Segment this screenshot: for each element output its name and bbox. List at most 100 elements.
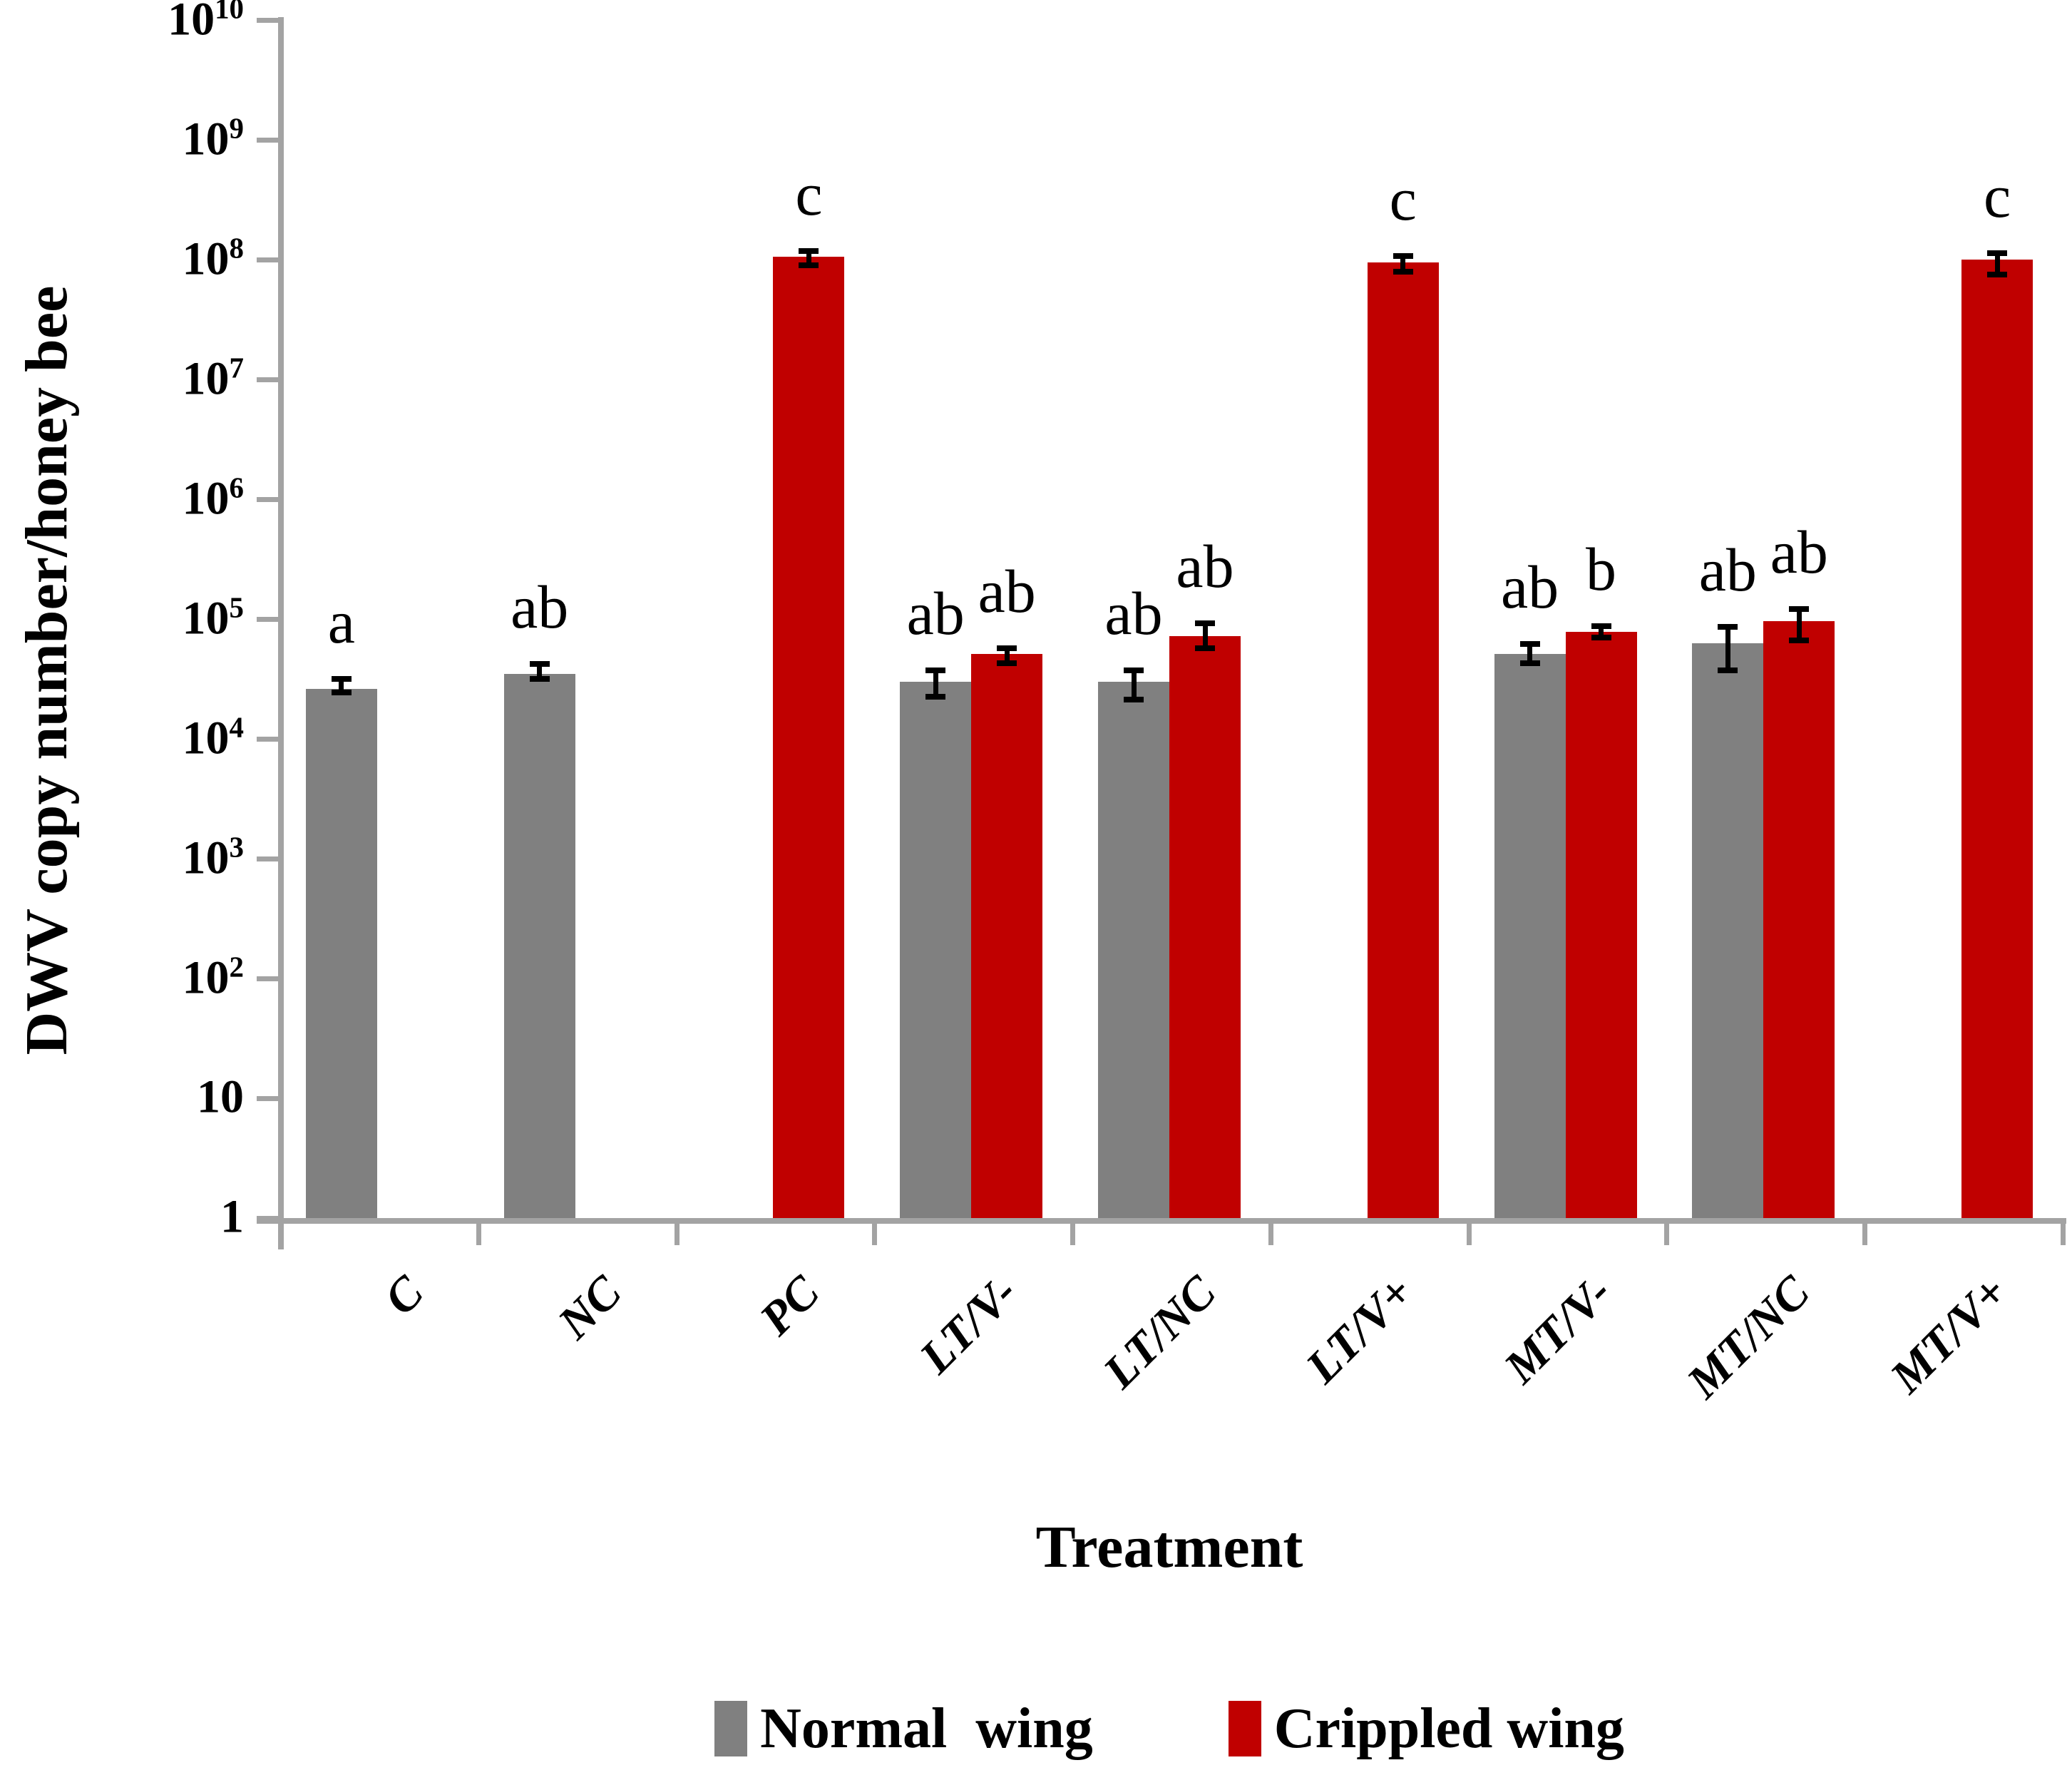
significance-letter: ab — [1104, 578, 1163, 648]
significance-letter: c — [795, 159, 823, 228]
error-bar-cap — [1987, 250, 2008, 256]
error-bar-cap — [1124, 667, 1144, 673]
error-bar-cap — [925, 694, 946, 700]
significance-letter: ab — [1176, 532, 1234, 601]
bar-crippled-wing — [1763, 620, 1835, 1218]
error-bar-cap — [1718, 667, 1738, 673]
error-bar-cap — [1591, 635, 1611, 641]
error-bar-cap — [529, 676, 550, 682]
category-tick — [476, 1218, 481, 1245]
x-tick-label: C — [374, 1266, 434, 1325]
y-tick-label: 107 — [182, 352, 244, 405]
bar-crippled-wing — [773, 257, 845, 1218]
y-tick — [257, 617, 278, 622]
y-tick-label: 109 — [182, 112, 244, 165]
error-bar-whisker — [1400, 255, 1406, 273]
bar-normal-wing — [1098, 681, 1169, 1218]
category-tick — [1664, 1218, 1670, 1245]
bar-crippled-wing — [1169, 635, 1241, 1218]
bar-normal-wing — [503, 673, 575, 1218]
error-bar-whisker — [1994, 252, 2000, 275]
legend-item-crippled-wing: Crippled wing — [1228, 1697, 1624, 1760]
x-tick-label: MT/NC — [1677, 1266, 1820, 1408]
error-bar-whisker — [339, 678, 344, 694]
error-bar-cap — [331, 676, 352, 682]
error-bar-whisker — [1131, 669, 1137, 700]
bar-normal-wing — [1494, 654, 1566, 1218]
x-axis-title: Treatment — [1035, 1514, 1303, 1580]
y-tick-label: 104 — [182, 711, 244, 764]
significance-letter: ab — [906, 578, 965, 648]
y-tick — [257, 377, 278, 382]
error-bar-cap — [1591, 623, 1611, 629]
category-tick — [278, 1218, 283, 1245]
error-bar-cap — [529, 660, 550, 667]
error-bar-whisker — [1599, 625, 1604, 639]
bar-normal-wing — [305, 689, 377, 1218]
category-tick — [1268, 1218, 1273, 1245]
category-tick — [2061, 1218, 2066, 1245]
category-tick — [872, 1218, 878, 1245]
significance-letter: a — [327, 588, 355, 657]
x-tick-label: PC — [749, 1266, 830, 1346]
category-tick — [1070, 1218, 1076, 1245]
bar-crippled-wing — [1565, 632, 1637, 1218]
legend-item-normal-wing: Normal wing — [714, 1700, 1093, 1757]
significance-letter: c — [1984, 161, 2011, 230]
bar-normal-wing — [1692, 643, 1764, 1218]
error-bar-whisker — [1725, 626, 1730, 671]
error-bar-cap — [1987, 271, 2008, 277]
y-tick-label: 10 — [197, 1070, 244, 1123]
significance-letter: ab — [1698, 536, 1757, 605]
y-tick — [257, 257, 278, 262]
error-bar-whisker — [1527, 643, 1533, 665]
error-bar-cap — [799, 262, 819, 268]
y-tick-label: 108 — [182, 232, 244, 285]
x-tick-label: MT/V+ — [1880, 1266, 2018, 1403]
y-tick-label: 106 — [182, 471, 244, 525]
x-axis-line — [257, 1218, 2066, 1224]
error-bar-cap — [1789, 638, 1810, 644]
y-tick — [257, 1096, 278, 1101]
y-tick — [257, 856, 278, 861]
error-bar-whisker — [806, 250, 811, 266]
y-tick-label: 105 — [182, 591, 244, 645]
x-tick-label: LT/V- — [910, 1266, 1028, 1384]
error-bar-cap — [997, 660, 1017, 667]
significance-letter: ab — [1770, 517, 1828, 586]
significance-letter: b — [1586, 534, 1617, 603]
error-bar-cap — [1789, 605, 1810, 612]
x-tick-label: NC — [548, 1266, 632, 1349]
legend-label-crippled-wing: Crippled wing — [1273, 1697, 1624, 1760]
error-bar-cap — [997, 645, 1017, 651]
error-bar-cap — [1519, 660, 1540, 667]
error-bar-cap — [1393, 269, 1413, 275]
bar-crippled-wing — [971, 654, 1043, 1218]
y-tick-label: 103 — [182, 831, 244, 884]
y-tick — [257, 138, 278, 143]
bar-crippled-wing — [1961, 260, 2033, 1218]
error-bar-whisker — [537, 663, 543, 680]
y-tick-label: 1 — [220, 1190, 244, 1243]
significance-letter: ab — [978, 556, 1036, 625]
significance-letter: ab — [1500, 552, 1559, 621]
error-bar-cap — [1195, 645, 1215, 652]
error-bar-cap — [799, 247, 819, 254]
y-tick — [257, 18, 278, 23]
y-tick-label: 1010 — [168, 0, 244, 46]
error-bar-whisker — [1004, 647, 1010, 665]
error-bar-whisker — [1202, 623, 1208, 650]
error-bar-whisker — [933, 669, 938, 698]
error-bar-cap — [1519, 640, 1540, 647]
category-tick — [1466, 1218, 1472, 1245]
bar-normal-wing — [900, 681, 972, 1218]
error-bar-whisker — [1796, 608, 1802, 642]
legend: Normal wing Crippled wing — [278, 1700, 2061, 1757]
error-bar-cap — [331, 690, 352, 696]
error-bar-cap — [1195, 620, 1215, 627]
y-tick-label: 102 — [182, 951, 244, 1004]
category-tick — [674, 1218, 679, 1245]
x-tick-label: LT/NC — [1093, 1266, 1226, 1398]
